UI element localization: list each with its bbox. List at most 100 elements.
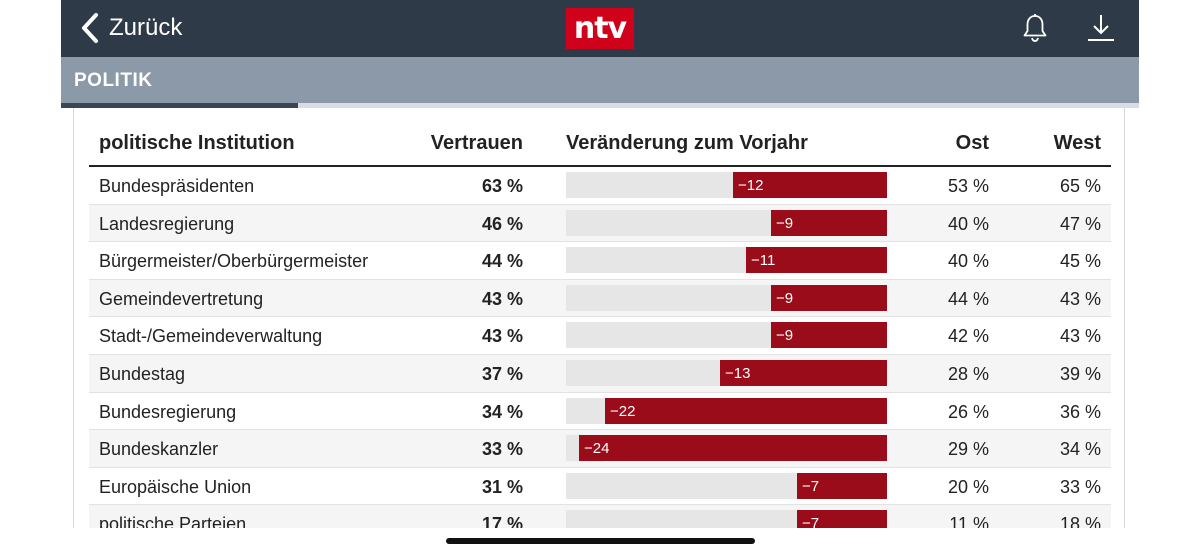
trust-value: 37 %: [481, 364, 523, 384]
change-label: −9: [776, 289, 794, 307]
section-label[interactable]: POLITIK: [74, 70, 153, 91]
trust-value: 63 %: [481, 176, 523, 196]
table-row: Landesregierung 46 % −9 40 % 47 %: [89, 204, 1111, 243]
institution-name: Bundestag: [99, 364, 186, 384]
change-bar-track: −11: [566, 247, 887, 274]
institution-name: Gemeindevertretung: [99, 288, 264, 309]
west-value: 39 %: [1059, 364, 1101, 384]
table-row: Bundespräsidenten 63 % −12 53 % 65 %: [89, 167, 1111, 205]
change-label: −13: [725, 365, 751, 382]
column-header-trust: Vertrauen: [430, 132, 523, 154]
article-content: politische Institution Vertrauen Verände…: [73, 108, 1125, 528]
back-button[interactable]: Zurück: [79, 12, 182, 44]
change-bar: −13: [720, 360, 887, 386]
change-bar: −12: [733, 172, 887, 198]
table-row: Bundeskanzler 33 % −24 29 % 34 %: [89, 430, 1111, 468]
change-label: −7: [802, 515, 820, 528]
change-bar: −11: [746, 247, 887, 274]
table-row: Gemeindevertretung 43 % −9 44 % 43 %: [89, 279, 1111, 318]
change-bar: −24: [579, 435, 887, 462]
table-row: Bürgermeister/Oberbürgermeister 44 % −11 40…: [89, 242, 1111, 280]
east-value: 53 %: [947, 176, 989, 196]
institution-name: Bürgermeister/Oberbürgermeister: [99, 251, 369, 272]
trust-value: 43 %: [481, 288, 523, 309]
table-row: politische Parteien 17 % −7 11 % 18 %: [89, 505, 1111, 528]
change-label: −22: [610, 402, 636, 420]
ntv-logo[interactable]: ntv: [566, 8, 634, 49]
change-bar-track: −7: [566, 472, 887, 499]
column-header-west: West: [1053, 132, 1101, 154]
west-value: 43 %: [1059, 326, 1101, 347]
column-header-institution: politische Institution: [99, 132, 295, 154]
change-label: −12: [738, 177, 764, 194]
logo-text: ntv: [573, 11, 627, 46]
change-bar-track: −12: [566, 172, 887, 198]
change-label: −9: [776, 214, 794, 232]
bell-icon[interactable]: [1021, 13, 1049, 43]
change-bar-track: −9: [566, 284, 887, 311]
change-label: −11: [751, 252, 776, 270]
column-header-change: Veränderung zum Vorjahr: [566, 132, 808, 154]
top-bar: Zurück ntv: [61, 0, 1139, 57]
west-value: 65 %: [1059, 176, 1101, 196]
west-value: 18 %: [1059, 514, 1101, 528]
change-bar: −9: [771, 284, 887, 311]
change-bar-track: −9: [566, 322, 887, 349]
trust-value: 17 %: [481, 514, 523, 528]
table-row: Bundestag 37 % −13 28 % 39 %: [89, 355, 1111, 393]
chevron-left-icon: [82, 13, 98, 43]
west-value: 34 %: [1059, 439, 1101, 460]
institution-name: Bundespräsidenten: [99, 176, 255, 196]
east-value: 28 %: [947, 364, 989, 384]
change-bar: −9: [771, 209, 887, 236]
trust-value: 44 %: [481, 251, 523, 272]
change-bar-track: −22: [566, 397, 887, 424]
east-value: 20 %: [947, 476, 989, 497]
change-bar: −22: [605, 397, 887, 424]
change-label: −9: [776, 327, 794, 345]
change-label: −7: [802, 477, 820, 495]
change-bar-track: −9: [566, 209, 887, 236]
east-value: 29 %: [947, 439, 989, 460]
east-value: 44 %: [947, 288, 989, 309]
table-row: Stadt-/Gemeindeverwaltung 43 % −9 42 % 43 %: [89, 317, 1111, 355]
change-bar-track: −13: [566, 360, 887, 386]
trust-value: 46 %: [481, 213, 523, 234]
institution-name: politische Parteien: [99, 514, 247, 528]
west-value: 45 %: [1059, 251, 1101, 272]
institution-name: Stadt-/Gemeindeverwaltung: [99, 326, 323, 347]
trust-value: 31 %: [481, 476, 523, 497]
download-icon[interactable]: [1087, 13, 1115, 43]
institution-name: Bundeskanzler: [99, 439, 219, 460]
table-header: politische Institution Vertrauen Verände…: [89, 122, 1111, 167]
column-header-east: Ost: [955, 132, 989, 154]
app-screen: Zurück ntv POLITIK politische Institutio…: [61, 0, 1139, 555]
east-value: 11 %: [949, 514, 989, 528]
west-value: 43 %: [1059, 288, 1101, 309]
west-value: 33 %: [1059, 476, 1101, 497]
change-bar: −7: [797, 510, 887, 528]
reading-progress-fill: [61, 103, 299, 108]
trust-value: 43 %: [481, 326, 523, 347]
change-bar-track: −7: [566, 510, 887, 528]
west-value: 47 %: [1059, 213, 1101, 234]
home-indicator[interactable]: [446, 538, 755, 544]
section-bar: POLITIK: [61, 57, 1139, 103]
table-row: Bundesregierung 34 % −22 26 % 36 %: [89, 393, 1111, 431]
east-value: 40 %: [947, 213, 989, 234]
east-value: 40 %: [947, 251, 989, 272]
trust-value: 34 %: [481, 401, 523, 422]
institution-name: Europäische Union: [99, 476, 252, 497]
table-row: Europäische Union 31 % −7 20 % 33 %: [89, 468, 1111, 506]
east-value: 26 %: [947, 401, 989, 422]
change-bar: −7: [797, 472, 887, 499]
change-label: −24: [584, 440, 610, 458]
reading-progress-bar: [61, 103, 1139, 108]
change-bar-track: −24: [566, 435, 887, 462]
east-value: 42 %: [947, 326, 989, 347]
back-label: Zurück: [109, 14, 183, 41]
change-bar: −9: [771, 322, 887, 349]
institution-name: Landesregierung: [99, 213, 235, 234]
institution-name: Bundesregierung: [99, 401, 237, 422]
trust-value: 33 %: [481, 439, 523, 460]
